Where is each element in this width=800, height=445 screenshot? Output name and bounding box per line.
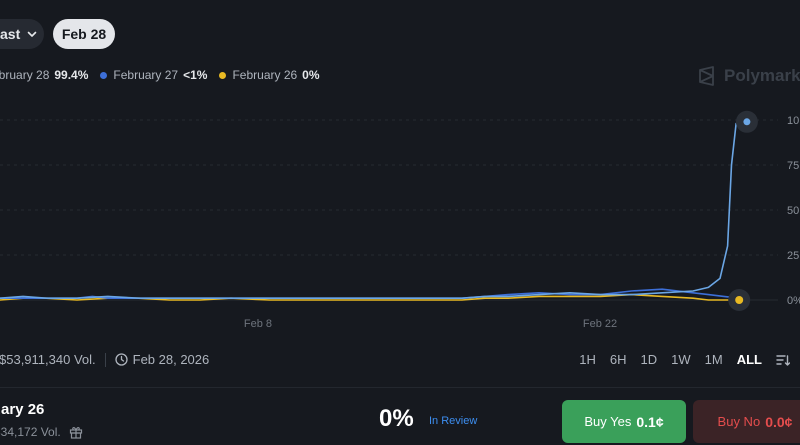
outcome-status: In Review — [429, 415, 478, 427]
endpoint-marker — [735, 296, 744, 304]
section-divider — [0, 387, 800, 388]
range-1m[interactable]: 1M — [704, 352, 723, 367]
legend-item: ebruary 28 99.4% — [0, 68, 88, 82]
outcome-name: ruary 26 — [0, 401, 45, 418]
y-tick-label: 50 — [787, 205, 799, 217]
series-line — [0, 120, 748, 299]
y-tick-label: 25 — [787, 250, 799, 262]
y-tick-label: 0% — [787, 295, 800, 307]
legend-dot — [219, 71, 227, 79]
legend-name: ebruary 28 — [0, 68, 50, 82]
total-volume: $53,911,340 Vol. — [0, 352, 96, 367]
outcome-volume: 834,172 Vol. — [0, 425, 61, 439]
range-all[interactable]: ALL — [736, 352, 762, 367]
legend-name: February 26 — [232, 68, 298, 82]
range-1h[interactable]: 1H — [579, 352, 596, 367]
filter-dropdown[interactable]: ast — [0, 19, 44, 49]
y-tick-label: 10 — [787, 115, 799, 127]
filter-dropdown-label: ast — [0, 26, 21, 42]
endpoint-marker — [743, 118, 751, 126]
date-chip-label: Feb 28 — [61, 26, 107, 42]
date-chip-selected[interactable]: Feb 28 — [53, 19, 115, 49]
legend-value: <1% — [183, 68, 208, 82]
chevron-down-icon — [27, 31, 37, 37]
buy-yes-button[interactable]: Buy Yes 0.1¢ — [562, 400, 686, 443]
range-6h[interactable]: 6H — [609, 352, 627, 367]
x-tick-label: Feb 22 — [583, 318, 617, 330]
buy-no-label: Buy No — [717, 414, 761, 429]
clock-icon — [114, 353, 128, 366]
outcome-row[interactable]: ruary 26 834,172 Vol. 0% In Review Buy Y… — [0, 388, 800, 445]
filter-bar: ast Feb 28 — [0, 19, 800, 49]
buy-no-price: 0.0¢ — [765, 413, 793, 430]
legend-item: February 27 <1% — [100, 68, 207, 82]
market-stats: $53,911,340 Vol. Feb 28, 2026 — [0, 352, 209, 367]
chart-legend: ebruary 28 99.4% February 27 <1% Februar… — [0, 68, 332, 82]
sort-icon[interactable] — [776, 353, 790, 367]
y-tick-label: 75 — [787, 160, 799, 172]
gift-icon — [69, 427, 82, 439]
legend-dot — [100, 71, 108, 79]
legend-value: 99.4% — [54, 68, 89, 82]
end-date: Feb 28, 2026 — [132, 352, 210, 367]
price-chart[interactable]: 10 75 50 25 0% Feb 8 Feb 22 — [0, 100, 800, 335]
x-tick-label: Feb 8 — [244, 318, 272, 330]
buy-yes-price: 0.1¢ — [636, 413, 664, 430]
polymarket-logo-icon — [699, 66, 714, 86]
brand-logo: Polymark — [697, 66, 800, 86]
buy-no-button[interactable]: Buy No 0.0¢ — [693, 400, 800, 443]
stats-separator — [104, 352, 106, 367]
legend-value: 0% — [302, 68, 320, 82]
buy-yes-label: Buy Yes — [584, 414, 632, 429]
range-1w[interactable]: 1W — [671, 352, 691, 367]
legend-item: February 26 0% — [219, 68, 320, 82]
brand-name: Polymark — [724, 66, 800, 85]
outcome-volume-row: 834,172 Vol. — [0, 425, 83, 439]
outcome-percent: 0% — [379, 405, 414, 432]
time-range-selector: 1H 6H 1D 1W 1M ALL — [565, 352, 790, 367]
range-1d[interactable]: 1D — [640, 352, 658, 367]
legend-name: February 27 — [113, 68, 179, 82]
